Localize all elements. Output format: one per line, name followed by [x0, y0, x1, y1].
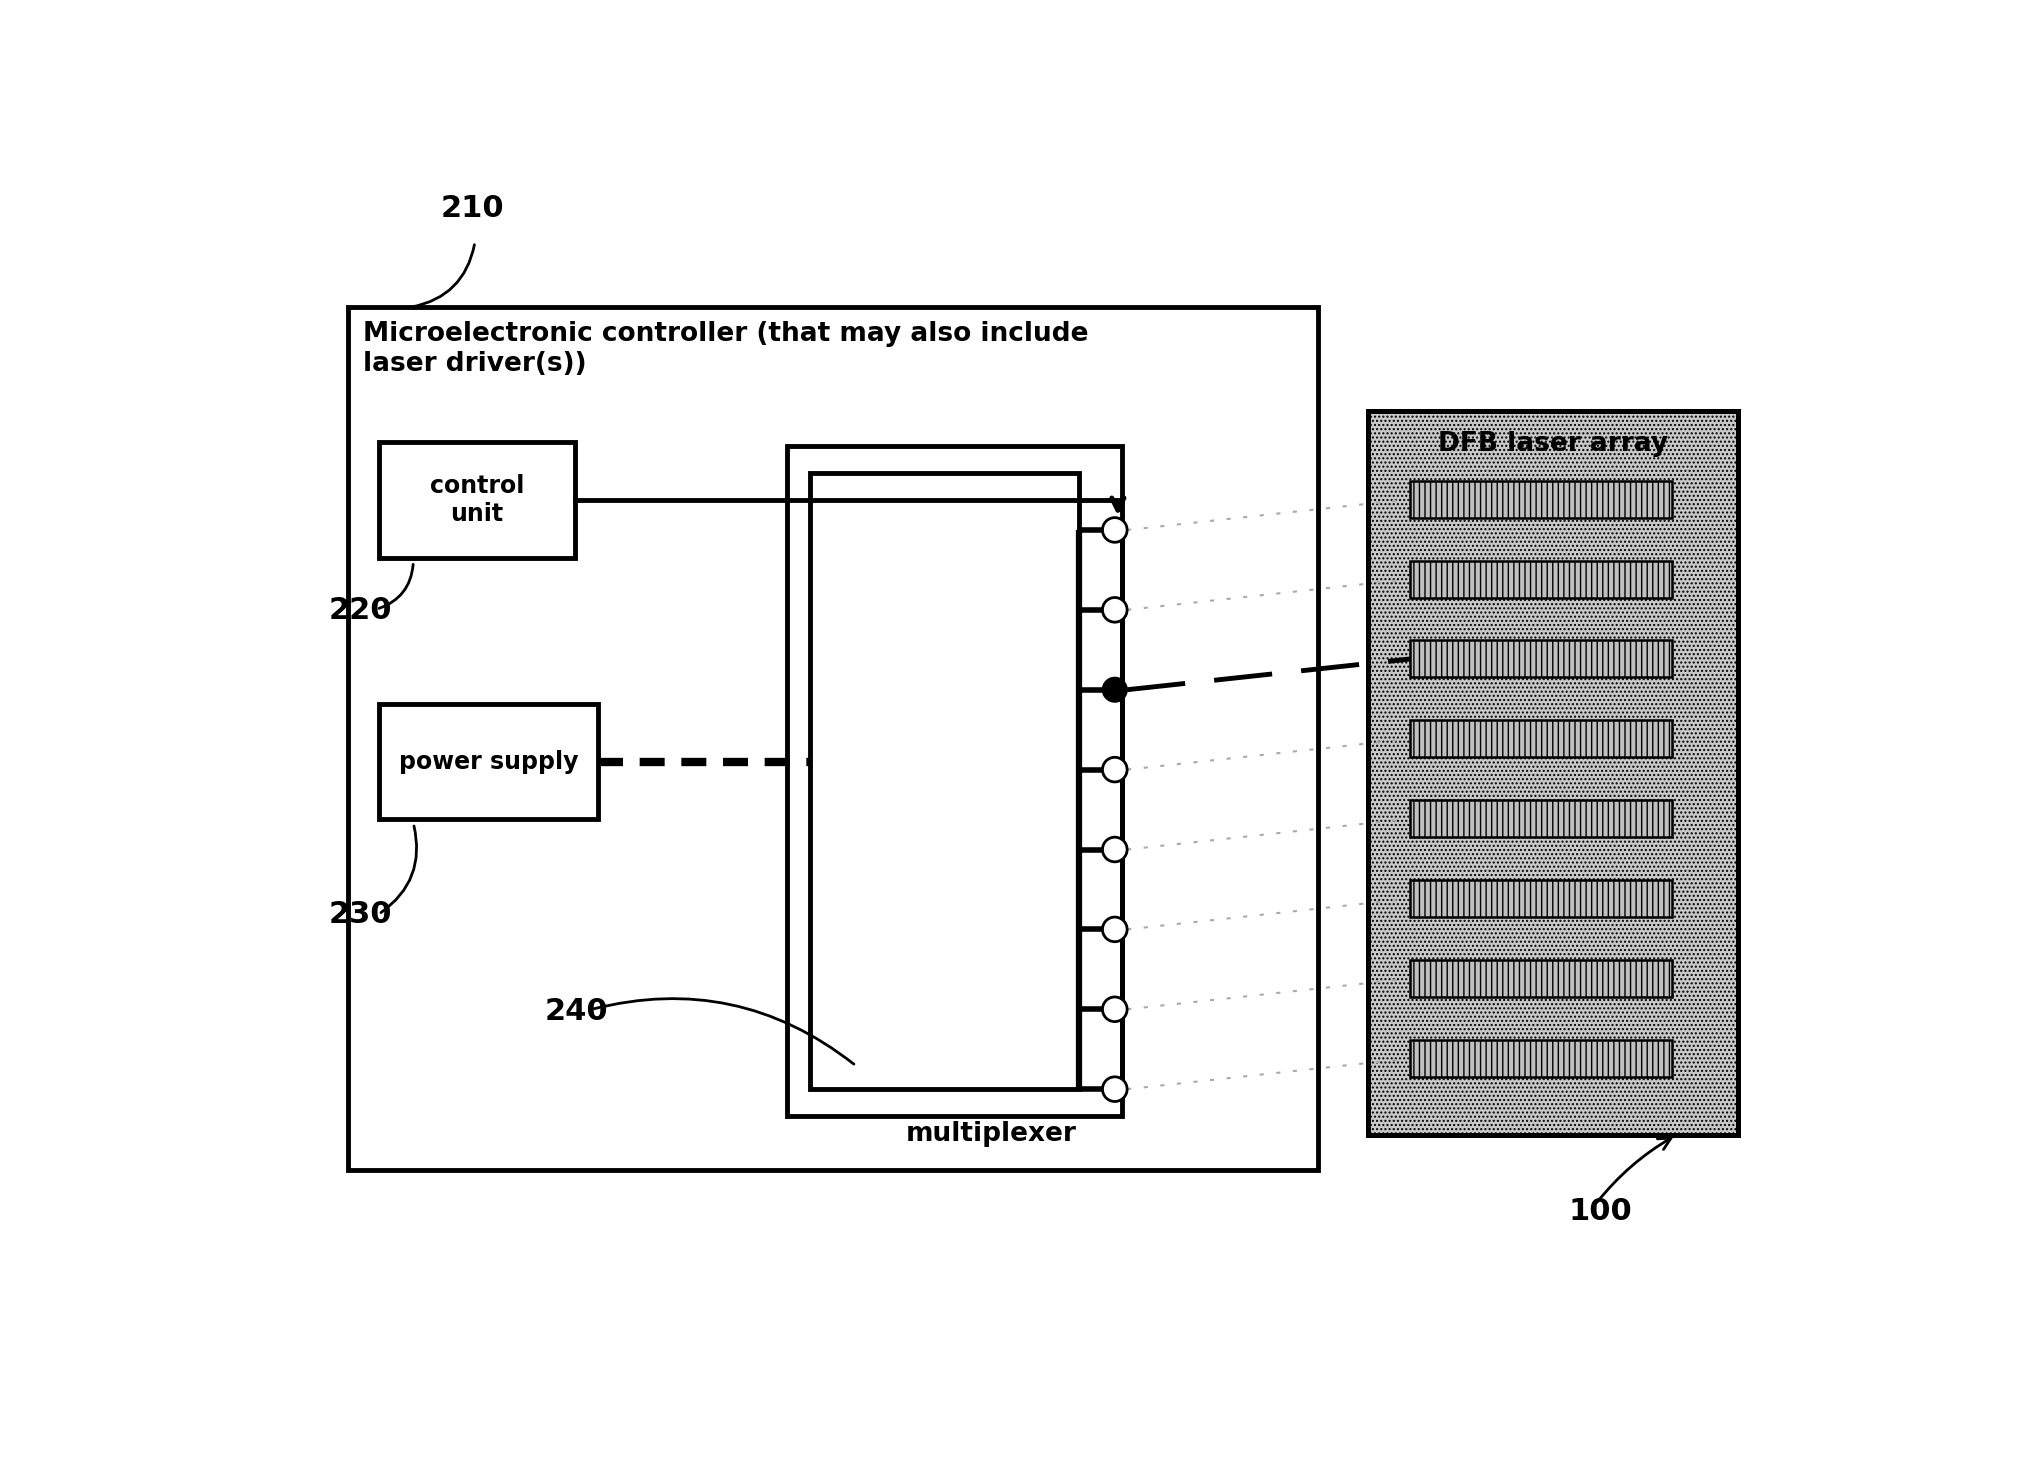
- Bar: [1369, 412, 1737, 1136]
- Text: Microelectronic controller (that may also include
laser driver(s)): Microelectronic controller (that may als…: [364, 321, 1088, 377]
- Bar: [378, 443, 576, 558]
- Bar: [1410, 721, 1672, 758]
- Bar: [1410, 560, 1672, 597]
- Circle shape: [1102, 758, 1127, 783]
- Bar: [1410, 640, 1672, 678]
- Circle shape: [1102, 997, 1127, 1021]
- Circle shape: [1102, 518, 1127, 543]
- Circle shape: [1102, 678, 1127, 702]
- Text: 230: 230: [330, 900, 393, 930]
- Circle shape: [1102, 597, 1127, 622]
- Text: 100: 100: [1568, 1197, 1631, 1225]
- Text: multiplexer: multiplexer: [905, 1121, 1076, 1147]
- Bar: [1410, 880, 1672, 916]
- Bar: [378, 705, 598, 819]
- Bar: [1410, 1040, 1672, 1077]
- Circle shape: [1102, 916, 1127, 941]
- Bar: [1410, 961, 1672, 997]
- Bar: [810, 474, 1080, 1089]
- Circle shape: [1102, 837, 1127, 862]
- Text: 240: 240: [545, 997, 608, 1025]
- Text: DFB laser array: DFB laser array: [1438, 431, 1668, 456]
- Text: 220: 220: [330, 596, 393, 625]
- Bar: [787, 446, 1121, 1116]
- Bar: [1410, 800, 1672, 837]
- Text: power supply: power supply: [399, 750, 578, 774]
- Bar: [1369, 412, 1737, 1136]
- Text: control
unit: control unit: [429, 474, 525, 525]
- Bar: [1410, 481, 1672, 518]
- Text: 210: 210: [439, 194, 504, 222]
- Bar: [348, 307, 1318, 1169]
- Circle shape: [1102, 1077, 1127, 1102]
